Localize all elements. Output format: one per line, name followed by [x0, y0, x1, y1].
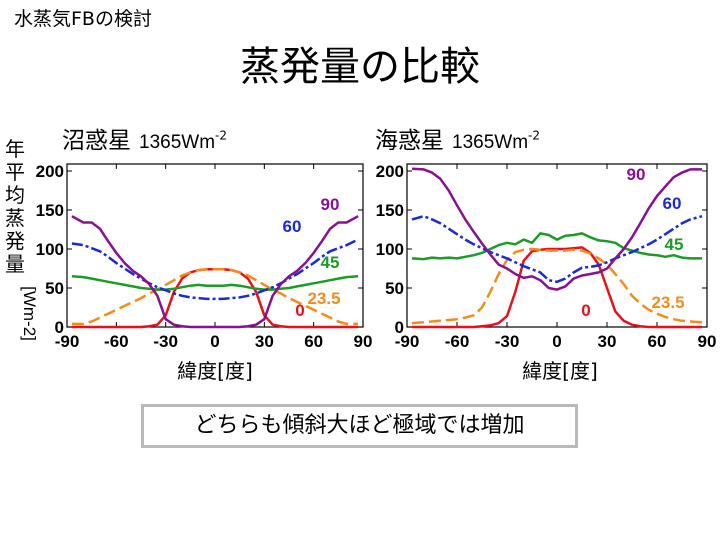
chart-2-y-tick-label: 200 — [376, 162, 404, 181]
chart-1-y-tick-label: 200 — [36, 162, 64, 181]
chart-1-series-label: 45 — [321, 253, 340, 272]
chart-2-series-label: 23.5 — [651, 293, 684, 312]
chart-1-subtitle: 1365Wm — [139, 132, 216, 153]
chart-1-y-tick-label: 0 — [55, 318, 64, 337]
chart-2-x-tick-label: -60 — [445, 332, 470, 351]
chart-2-title: 海惑星 1365Wm-2 — [375, 121, 540, 155]
chart-2-y-tick-label: 100 — [376, 240, 404, 259]
page-title: 蒸発量の比較 — [240, 44, 480, 90]
chart-2-series-line-45 — [411, 232, 702, 261]
chart-1-series-line-23-5 — [71, 268, 359, 326]
chart-2-series-label: 60 — [663, 194, 682, 213]
conclusion-box: どちらも傾斜大ほど極域では増加 — [141, 404, 578, 448]
chart-1-x-tick-label: 30 — [255, 332, 274, 351]
chart-2-series-label: 90 — [627, 165, 646, 184]
chart-1-series-line-90 — [71, 215, 359, 329]
chart-2-x-tick-label: 30 — [598, 332, 617, 351]
y-label-char: 平 — [5, 160, 25, 184]
header-label: 水蒸気FBの検討 — [14, 8, 152, 30]
chart-1-series-label: 90 — [321, 195, 340, 214]
chart-2-x-tick-label: 0 — [552, 332, 561, 351]
chart-1-x-tick-label: 0 — [210, 332, 219, 351]
chart-2-series-line-60 — [411, 214, 703, 284]
chart-2-x-tick-label: 90 — [698, 332, 717, 351]
chart-1-y-tick-label: 50 — [45, 279, 64, 298]
chart-2-y-tick-label: 50 — [385, 279, 404, 298]
chart-1-x-tick-label: 60 — [304, 332, 323, 351]
chart-1-x-tick-label: 90 — [354, 332, 373, 351]
chart-2-y-tick-label: 0 — [395, 318, 404, 337]
chart-1-series-label: 0 — [295, 301, 304, 320]
chart-2-series-line-90 — [411, 167, 702, 291]
chart-1-x-tick-label: -90 — [55, 332, 80, 351]
chart-2-title-main: 海惑星 — [375, 128, 444, 154]
chart-2-series-line-0 — [412, 246, 702, 329]
chart-2-x-tick-label: -30 — [495, 332, 520, 351]
y-label-char: 蒸 — [5, 206, 25, 230]
chart-1-series-line-60 — [71, 238, 359, 301]
y-label-char: 量 — [5, 252, 25, 276]
chart-1-series-line-45 — [71, 275, 359, 291]
chart-2-series-line-23-5 — [411, 247, 703, 325]
chart-1-y-tick-label: 100 — [36, 240, 64, 259]
chart-1-x-tick-label: -30 — [153, 332, 178, 351]
chart-1-title-main: 沼惑星 — [62, 128, 131, 154]
y-axis-label: 年 平 均 蒸 発 量 [Wm-2] — [2, 137, 39, 341]
chart-1-series-label: 60 — [283, 217, 302, 236]
chart-1-y-tick-label: 150 — [36, 201, 64, 220]
chart-1-series-label: 23.5 — [307, 289, 340, 308]
chart-2-x-label: 緯度[度] — [522, 359, 598, 383]
chart-1-title: 沼惑星 1365Wm-2 — [62, 121, 227, 155]
y-label-char: 均 — [5, 183, 25, 207]
chart-2-subtitle-exp: -2 — [528, 128, 540, 143]
chart-1-x-tick-label: -60 — [104, 332, 129, 351]
chart-2-series-label: 45 — [665, 235, 684, 254]
chart-2-subtitle: 1365Wm — [452, 132, 529, 153]
y-label-char: 年 — [5, 137, 25, 161]
chart-2-y-tick-label: 150 — [376, 201, 404, 220]
chart-2-x-tick-label: 60 — [648, 332, 667, 351]
y-label-char: 発 — [5, 229, 25, 253]
chart-1-subtitle-exp: -2 — [215, 128, 227, 143]
chart-2-x-tick-label: -90 — [395, 332, 420, 351]
chart-1-x-label: 緯度[度] — [177, 359, 253, 383]
chart-2-series-label: 0 — [581, 301, 590, 320]
